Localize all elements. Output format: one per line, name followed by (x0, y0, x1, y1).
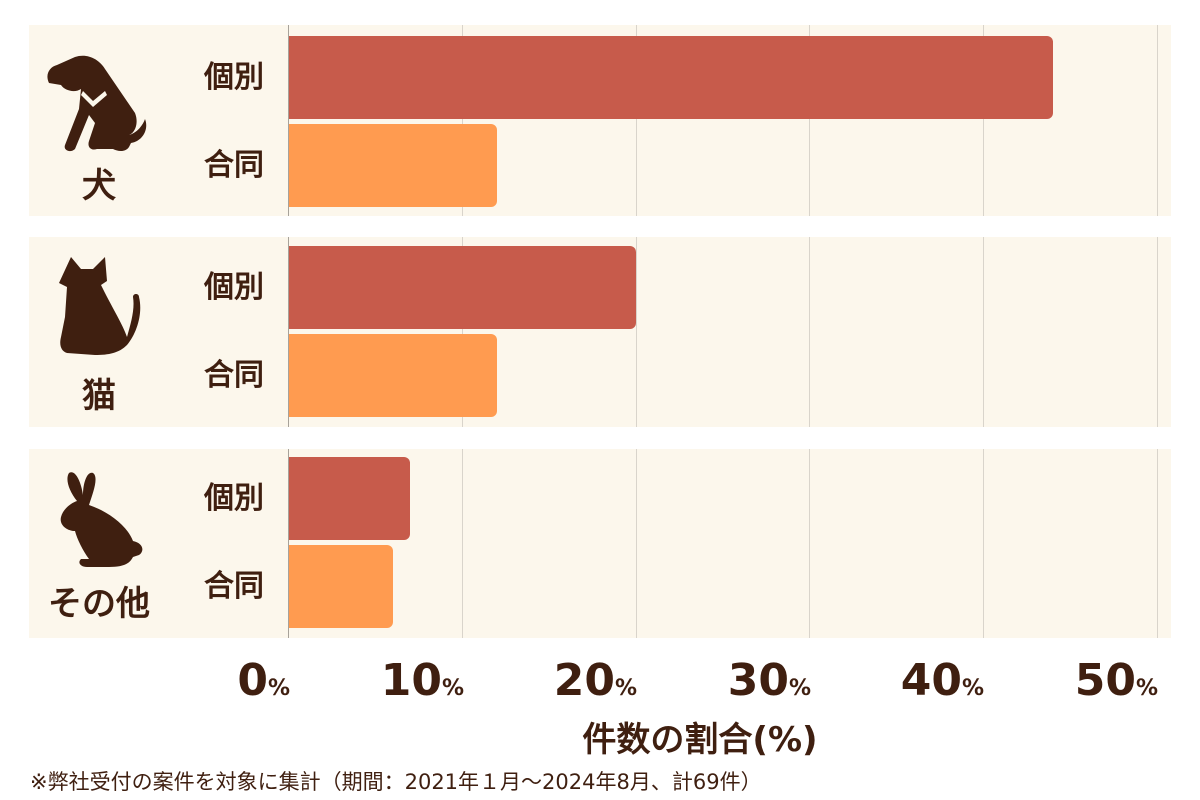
gridline-30 (809, 449, 810, 638)
bar-other-goudou[interactable] (289, 545, 393, 628)
gridline-20 (636, 25, 637, 216)
gridline-0 (288, 449, 289, 638)
gridline-40 (983, 237, 984, 427)
rabbit-icon (60, 472, 143, 567)
gridline-0 (288, 25, 289, 216)
x-tick-0: 0% (237, 655, 290, 706)
group-panel-other: その他 個別 合同 (29, 449, 1171, 638)
group-label: 猫 (82, 376, 116, 416)
gridline-0 (288, 237, 289, 427)
group-label: 犬 (82, 166, 116, 206)
gridline-20 (636, 237, 637, 427)
x-tick-20: 20% (553, 655, 637, 706)
gridline-10 (462, 449, 463, 638)
bar-dog-goudou[interactable] (289, 124, 497, 207)
cat-icon (59, 257, 141, 355)
gridline-40 (983, 449, 984, 638)
gridline-50 (1157, 237, 1158, 427)
x-tick-40: 40% (900, 655, 984, 706)
bar-label-kobetsu: 個別 (204, 270, 264, 305)
bar-other-kobetsu[interactable] (289, 457, 410, 540)
x-axis-title: 件数の割合(%) (582, 720, 818, 760)
bar-label-kobetsu: 個別 (204, 60, 264, 95)
bar-label-goudou: 合同 (204, 569, 264, 604)
bar-label-goudou: 合同 (204, 148, 264, 183)
bar-label-goudou: 合同 (204, 358, 264, 393)
group-label: その他 (48, 584, 150, 624)
gridline-10 (462, 237, 463, 427)
x-tick-30: 30% (727, 655, 811, 706)
bar-cat-goudou[interactable] (289, 334, 497, 417)
group-panel-dog: 犬 個別 合同 (29, 25, 1171, 216)
footnote: ※弊社受付の案件を対象に集計（期間：2021年１月〜2024年8月、計69件） (30, 770, 762, 794)
gridline-30 (809, 25, 810, 216)
gridline-40 (983, 25, 984, 216)
bar-label-kobetsu: 個別 (204, 481, 264, 516)
bar-cat-kobetsu[interactable] (289, 246, 636, 329)
group-panel-cat: 猫 個別 合同 (29, 237, 1171, 427)
gridline-10 (462, 25, 463, 216)
bar-dog-kobetsu[interactable] (289, 36, 1053, 119)
x-tick-10: 10% (380, 655, 464, 706)
gridline-20 (636, 449, 637, 638)
dog-icon (47, 55, 147, 152)
x-tick-50: 50% (1074, 655, 1158, 706)
gridline-30 (809, 237, 810, 427)
gridline-50 (1157, 25, 1158, 216)
gridline-50 (1157, 449, 1158, 638)
